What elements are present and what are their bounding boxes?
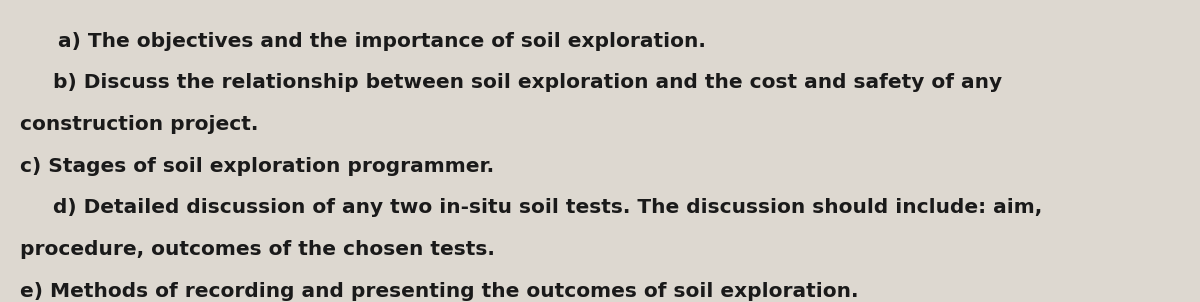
Text: procedure, outcomes of the chosen tests.: procedure, outcomes of the chosen tests. — [20, 240, 496, 259]
Text: e) Methods of recording and presenting the outcomes of soil exploration.: e) Methods of recording and presenting t… — [20, 282, 859, 301]
Text: d) Detailed discussion of any two in-situ soil tests. The discussion should incl: d) Detailed discussion of any two in-sit… — [46, 198, 1042, 217]
Text: b) Discuss the relationship between soil exploration and the cost and safety of : b) Discuss the relationship between soil… — [46, 73, 1002, 92]
Text: construction project.: construction project. — [20, 115, 259, 134]
Text: a) The objectives and the importance of soil exploration.: a) The objectives and the importance of … — [58, 32, 706, 51]
Text: c) Stages of soil exploration programmer.: c) Stages of soil exploration programmer… — [20, 157, 494, 176]
